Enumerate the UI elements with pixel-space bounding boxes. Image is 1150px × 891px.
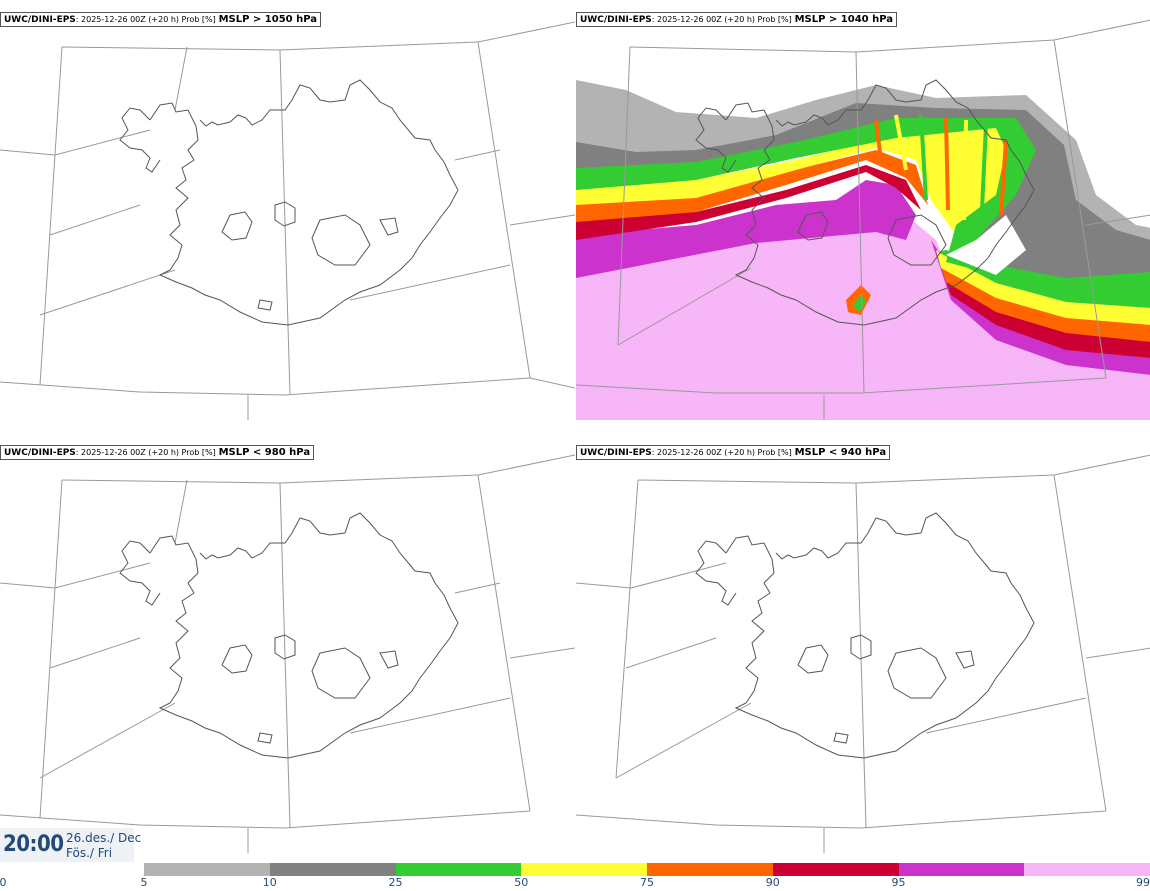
prob-95 — [576, 180, 916, 278]
panel-title: UWC/DINI-EPS: 2025-12-26 00Z (+20 h) Pro… — [0, 445, 315, 460]
colorbar-tick-label: 5 — [140, 876, 148, 889]
prob-white-gap — [946, 215, 1026, 275]
prob-99 — [576, 215, 1150, 420]
colorbar-tick-label: 75 — [640, 876, 654, 889]
colorbar-tick-label: 99 — [1136, 876, 1150, 889]
colorbar-tick-label: 90 — [765, 876, 780, 889]
colorbar-segment — [772, 863, 899, 876]
colorbar-tick-label: 0 — [0, 876, 7, 889]
colorbar-tick-label: 25 — [388, 876, 403, 889]
iceland-coastline — [119, 512, 459, 759]
prob-75 — [576, 150, 928, 222]
valid-time-box: 20:00 26.des./ Dec Fös./ Fri — [0, 828, 141, 862]
prob-50b — [936, 250, 1150, 325]
valid-day-line: Fös./ Fri — [66, 846, 113, 860]
map-panel-2: UWC/DINI-EPS: 2025-12-26 00Z (+20 h) Pro… — [576, 0, 1150, 430]
colorbar-segment — [647, 863, 773, 876]
panel-title: UWC/DINI-EPS: 2025-12-26 00Z (+20 h) Pro… — [576, 12, 898, 27]
iceland-map-probability — [576, 19, 1150, 420]
probability-streaks — [874, 114, 1008, 231]
valid-time-clock: 20:00 — [3, 832, 64, 857]
prob-90b — [946, 280, 1150, 358]
colorbar-segment — [898, 863, 1025, 876]
map-panel-3: UWC/DINI-EPS: 2025-12-26 00Z (+20 h) Pro… — [0, 433, 575, 863]
iceland-map — [0, 21, 575, 420]
prob-5 — [576, 80, 1150, 240]
colorbar-segment — [521, 863, 647, 876]
iceland-map — [0, 454, 575, 853]
iceland-coastline — [119, 79, 459, 326]
map-grid — [576, 19, 1150, 420]
prob-50 — [576, 125, 1021, 240]
colorbar-segment — [144, 863, 270, 876]
map-grid — [576, 454, 1150, 853]
colorbar-tick-label: 10 — [262, 876, 277, 889]
panel-title: UWC/DINI-EPS: 2025-12-26 00Z (+20 h) Pro… — [0, 12, 322, 27]
colorbar-segment — [269, 863, 396, 876]
valid-date-line: 26.des./ Dec — [66, 831, 142, 845]
map-grid — [0, 21, 575, 420]
probability-colorbar — [144, 863, 1150, 876]
colorbar-segment — [395, 863, 522, 876]
prob-25 — [576, 110, 1051, 270]
map-grid — [0, 454, 575, 853]
iceland-coastline — [695, 512, 1035, 759]
prob-90 — [576, 165, 921, 240]
colorbar-tick-label: 50 — [514, 876, 529, 889]
map-panel-1: UWC/DINI-EPS: 2025-12-26 00Z (+20 h) Pro… — [0, 0, 575, 430]
panel-title: UWC/DINI-EPS: 2025-12-26 00Z (+20 h) Pro… — [576, 445, 891, 460]
colorbar-tick-label: 95 — [891, 876, 906, 889]
iceland-map — [576, 454, 1150, 853]
prob-blob-small-2 — [853, 295, 866, 312]
map-panel-4: UWC/DINI-EPS: 2025-12-26 00Z (+20 h) Pro… — [576, 433, 1150, 863]
colorbar-segment — [1024, 863, 1150, 876]
iceland-coastline — [695, 79, 1035, 326]
